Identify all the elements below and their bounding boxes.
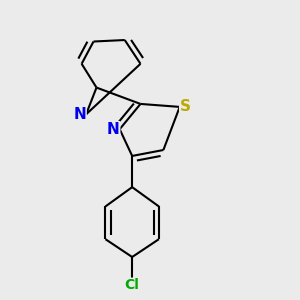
Text: Cl: Cl (125, 278, 140, 292)
Text: S: S (180, 99, 191, 114)
Text: N: N (107, 122, 120, 137)
Text: N: N (73, 107, 86, 122)
